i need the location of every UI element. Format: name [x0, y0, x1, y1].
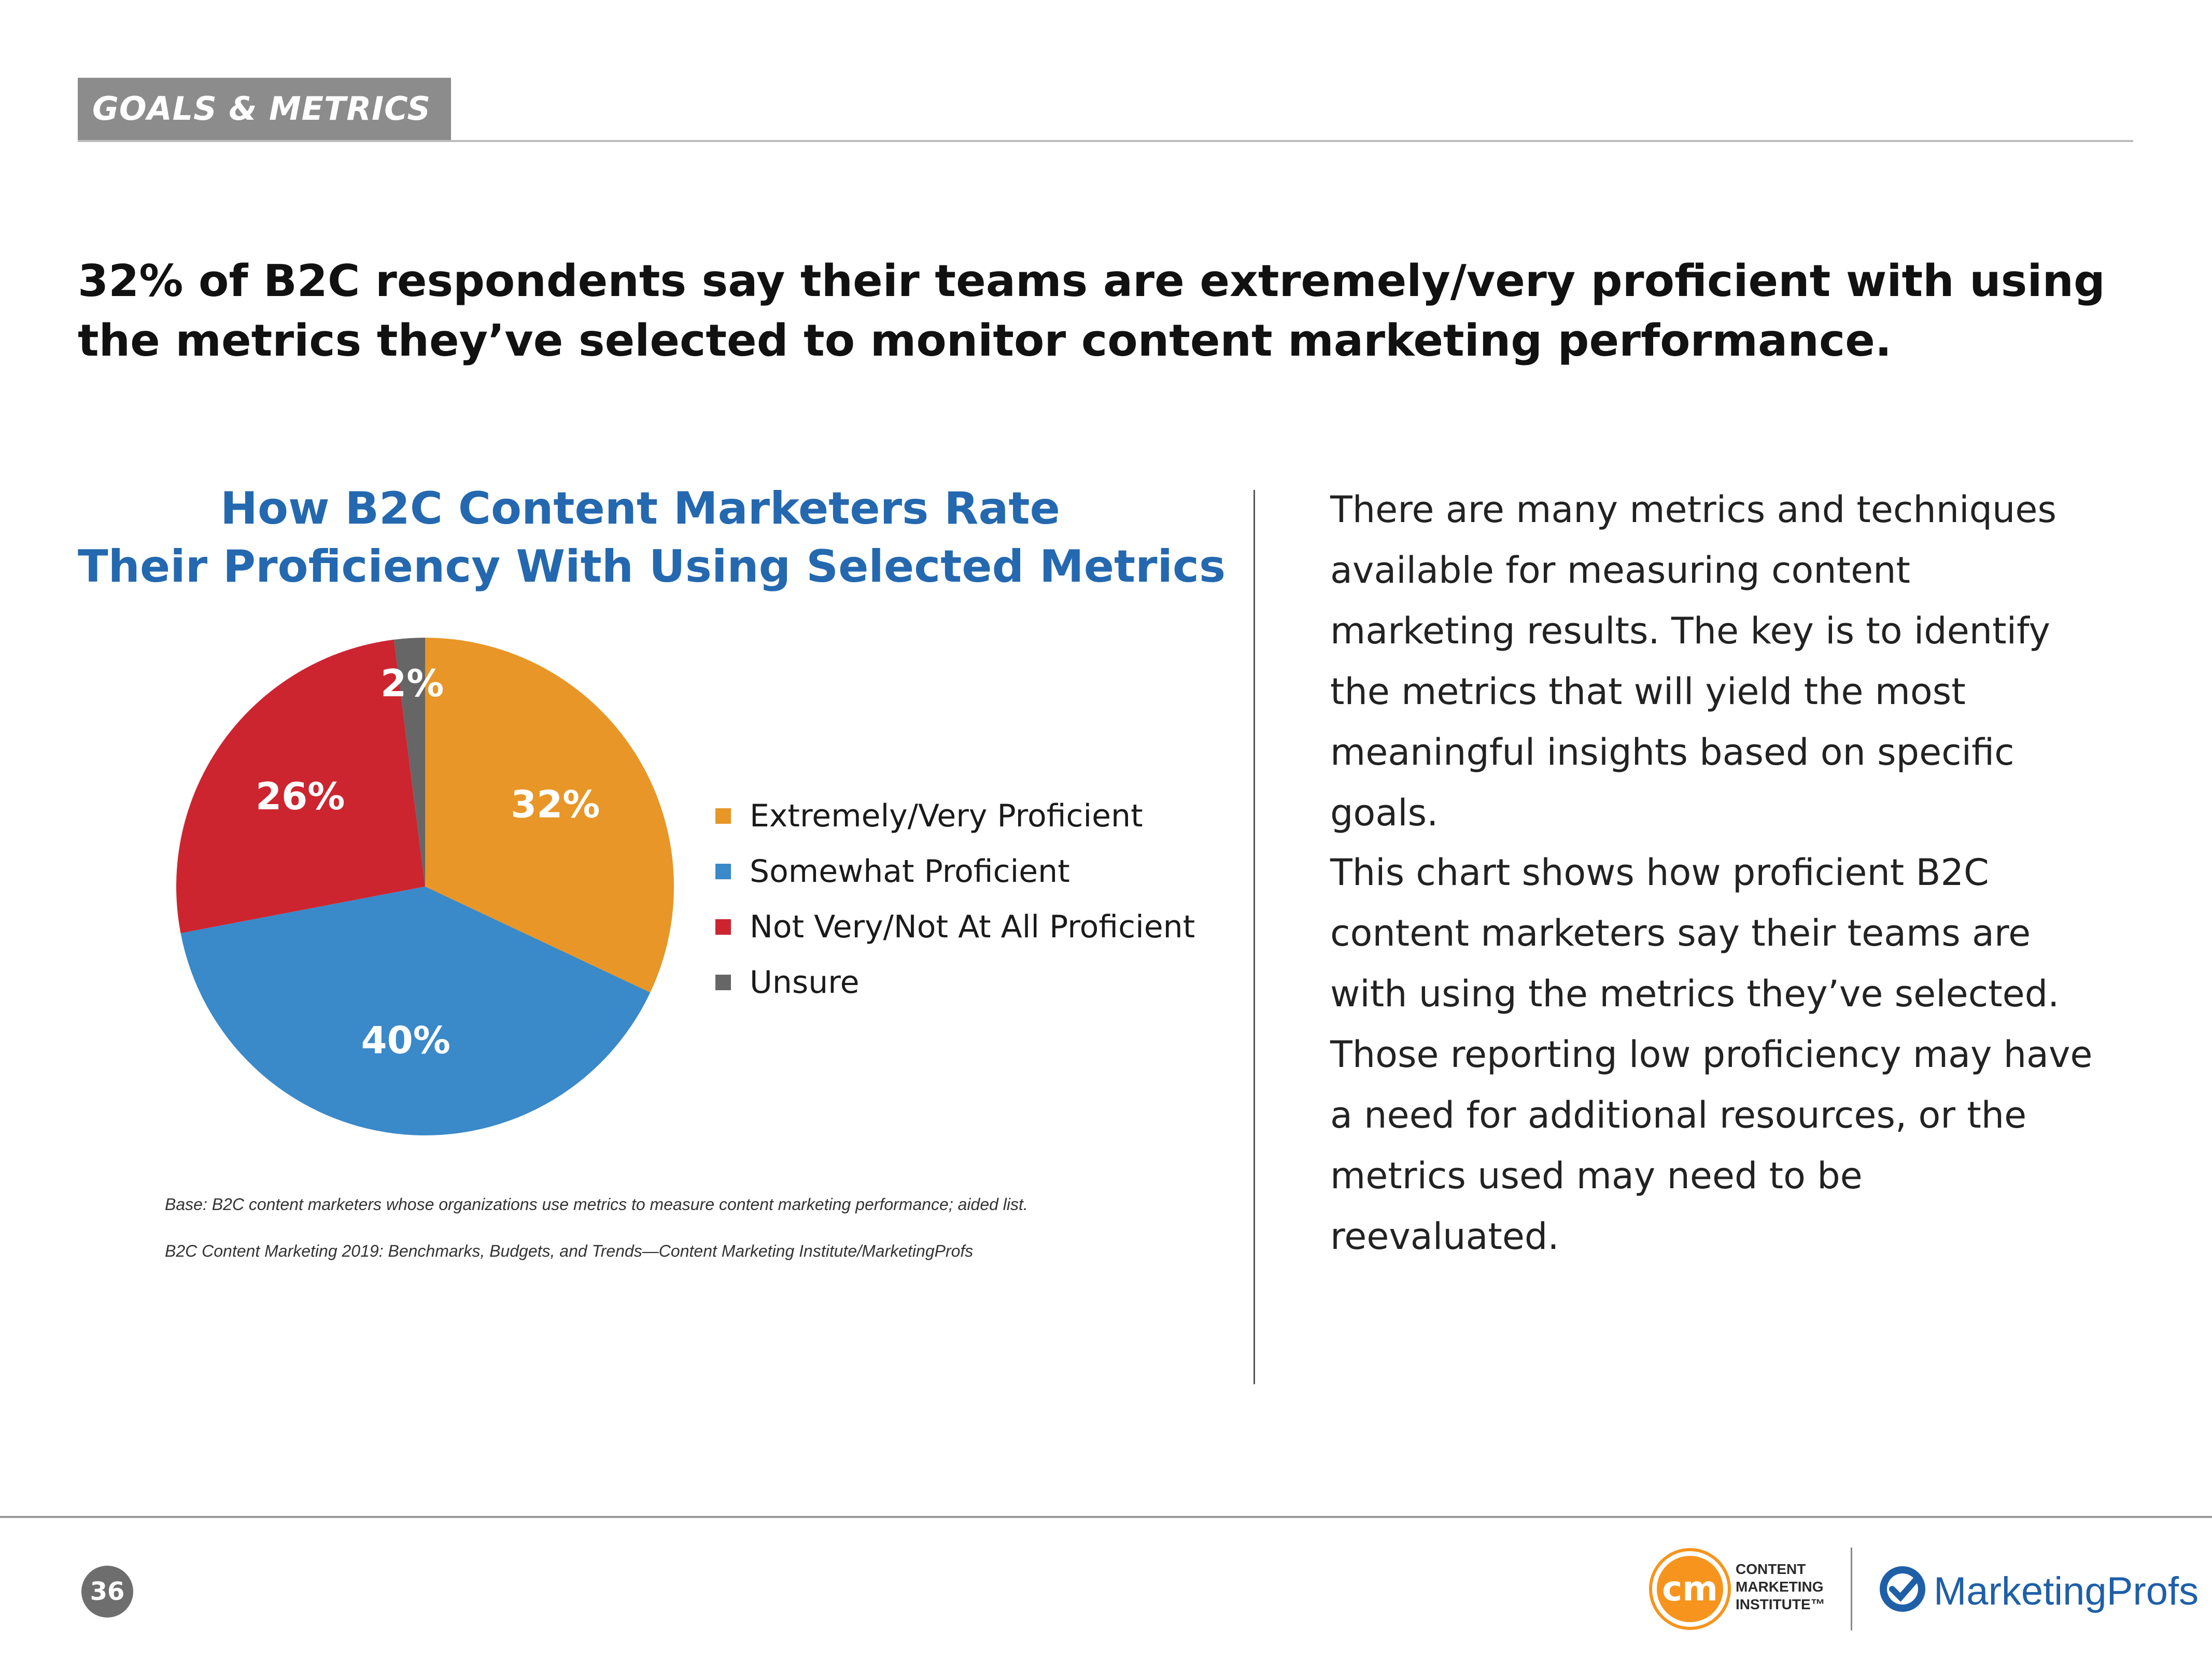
legend-swatch	[715, 919, 731, 935]
legend-swatch	[715, 974, 731, 990]
pie-data-label: 32%	[511, 783, 600, 826]
cmi-logo-icon: cm	[1649, 1548, 1731, 1630]
headline: 32% of B2C respondents say their teams a…	[78, 256, 2105, 367]
legend-label: Extremely/Very Proficient	[750, 797, 1143, 834]
footnote-base: Base: B2C content marketers whose organi…	[165, 1195, 1028, 1214]
legend-label: Not Very/Not At All Proficient	[750, 908, 1195, 945]
legend-item: Not Very/Not At All Proficient	[715, 899, 1195, 954]
legend-item: Unsure	[715, 954, 1195, 1010]
body-paragraph-2: This chart shows how proficient B2C cont…	[1330, 851, 2093, 1258]
legend-item: Somewhat Proficient	[715, 843, 1195, 899]
page-number: 36	[81, 1566, 133, 1618]
logo-divider	[1851, 1548, 1852, 1630]
pie-slice	[393, 638, 425, 887]
pie-data-label: 26%	[256, 775, 345, 818]
cmi-wordmark-line: CONTENT	[1736, 1561, 1806, 1577]
cmi-logo-mark: cm	[1662, 1569, 1718, 1609]
chart-title-line-1: How B2C Content Marketers Rate	[220, 483, 1060, 535]
top-divider	[78, 140, 2133, 142]
cmi-wordmark-line: MARKETING	[1736, 1579, 1824, 1595]
cmi-wordmark: CONTENT MARKETING INSTITUTE™	[1736, 1560, 1825, 1613]
marketingprofs-wordmark: MarketingProfs	[1934, 1569, 2199, 1613]
chart-title-line-2: Their Proficiency With Using Selected Me…	[78, 541, 1226, 593]
column-divider	[1253, 490, 1255, 1384]
legend-swatch	[715, 863, 731, 879]
pie-chart: 32% 40% 26% 2%	[176, 638, 674, 1135]
legend-item: Extremely/Very Proficient	[715, 788, 1195, 843]
legend-label: Somewhat Proficient	[750, 853, 1070, 890]
pie-data-label: 2%	[381, 662, 444, 705]
pie-slice	[180, 887, 651, 1135]
footnote-source: B2C Content Marketing 2019: Benchmarks, …	[165, 1242, 974, 1260]
chart-legend: Extremely/Very Proficient Somewhat Profi…	[715, 788, 1195, 1010]
footer-divider	[0, 1516, 2212, 1518]
section-tag: GOALS & METRICS	[78, 78, 451, 140]
body-paragraph-1: There are many metrics and techniques av…	[1330, 488, 2056, 834]
pie-slice	[176, 639, 425, 933]
pie-data-label: 40%	[361, 1018, 450, 1062]
cmi-logo-disc	[1657, 1556, 1723, 1622]
pie-slice	[425, 638, 674, 993]
cmi-wordmark-line: INSTITUTE™	[1736, 1596, 1825, 1612]
legend-swatch	[715, 808, 731, 824]
marketingprofs-logo-icon	[1880, 1566, 1925, 1612]
legend-label: Unsure	[750, 964, 860, 1001]
chart-title: How B2C Content Marketers Rate Their Pro…	[78, 480, 1226, 596]
